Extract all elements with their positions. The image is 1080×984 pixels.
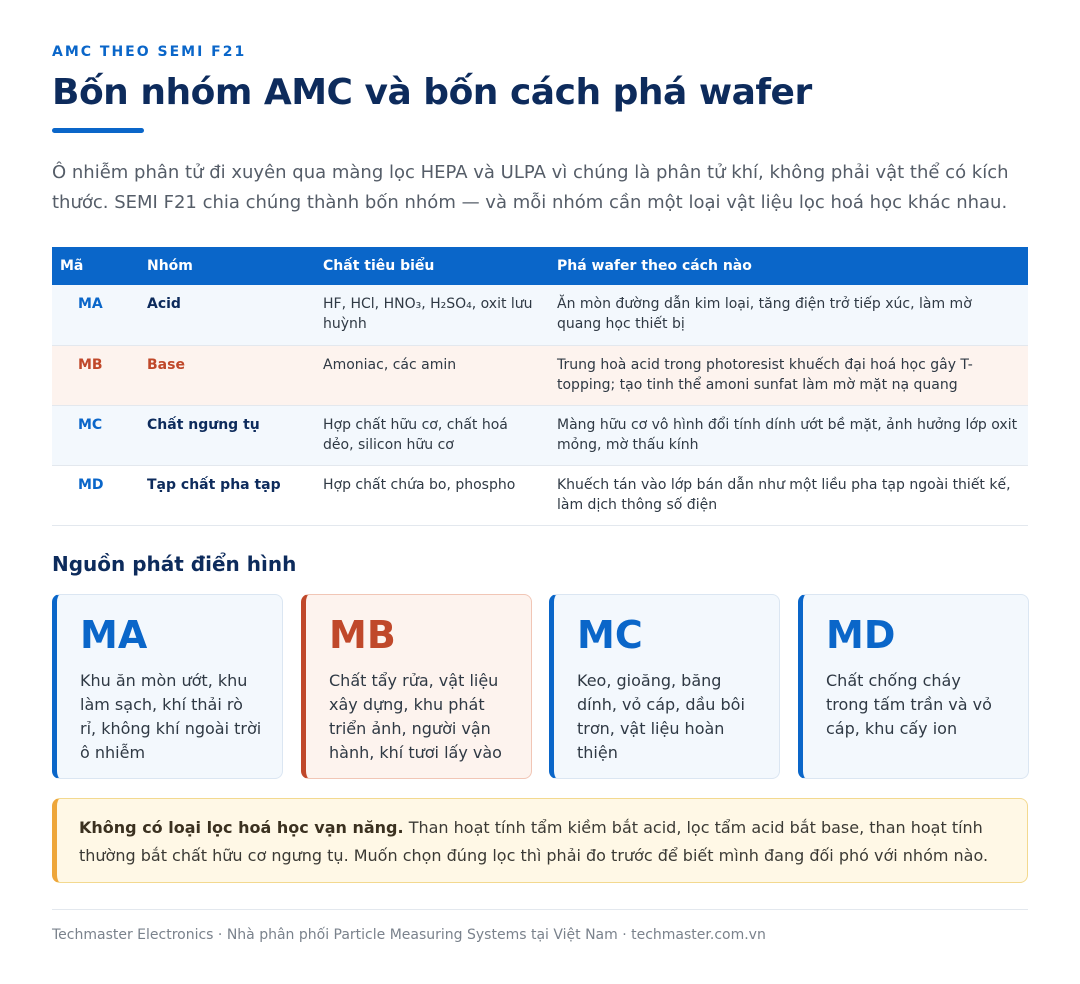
card-text: Chất chống cháy trong tấm trần và vỏ cáp… xyxy=(826,671,992,738)
amc-table: Mã Nhóm Chất tiêu biểu Phá wafer theo cá… xyxy=(52,247,1028,526)
cell-code: MD xyxy=(52,465,139,526)
section-title: Nguồn phát điển hình xyxy=(52,552,297,576)
cell-examples: HF, HCl, HNO₃, H₂SO₄, oxit lưu huỳnh xyxy=(315,285,549,346)
source-card: MC Keo, gioăng, băng dính, vỏ cáp, dầu bô… xyxy=(549,594,780,779)
divider xyxy=(52,909,1028,910)
column-header: Mã xyxy=(52,247,139,285)
footer: Techmaster Electronics · Nhà phân phối P… xyxy=(52,927,766,943)
table-row: MC Chất ngưng tụ Hợp chất hữu cơ, chất hoá… xyxy=(52,405,1028,466)
cell-examples: Hợp chất hữu cơ, chất hoá dẻo, silicon h… xyxy=(315,405,549,466)
header-row: Mã Nhóm Chất tiêu biểu Phá wafer theo cá… xyxy=(52,247,1028,285)
cell-examples: Hợp chất chứa bo, phospho xyxy=(315,465,549,526)
table-row: MB Base Amoniac, các amin Trung hoà acid tr… xyxy=(52,345,1028,406)
cell-impact: Màng hữu cơ vô hình đổi tính dính ướt bề… xyxy=(549,405,1028,466)
source-card: MA Khu ăn mòn ướt, khu làm sạch, khí thải… xyxy=(52,594,283,779)
note-lead: Không có loại lọc hoá học vạn năng. xyxy=(79,818,404,837)
table-body: MA Acid HF, HCl, HNO₃, H₂SO₄, oxit lưu huỳ… xyxy=(52,285,1028,526)
cell-examples: Amoniac, các amin xyxy=(315,345,549,406)
cell-group: Chất ngưng tụ xyxy=(139,405,315,466)
column-header: Nhóm xyxy=(139,247,315,285)
cell-impact: Ăn mòn đường dẫn kim loại, tăng điện trở… xyxy=(549,285,1028,346)
cell-impact: Khuếch tán vào lớp bán dẫn như một liều … xyxy=(549,465,1028,526)
title: Bốn nhóm AMC và bốn cách phá wafer xyxy=(52,72,812,113)
card-text: Keo, gioăng, băng dính, vỏ cáp, dầu bôi … xyxy=(577,671,745,762)
cell-code: MB xyxy=(52,345,139,406)
cell-code: MC xyxy=(52,405,139,466)
card-code: MD xyxy=(826,613,896,657)
title-underline xyxy=(52,128,144,133)
column-header: Phá wafer theo cách nào xyxy=(549,247,1028,285)
table-row: MA Acid HF, HCl, HNO₃, H₂SO₄, oxit lưu huỳ… xyxy=(52,285,1028,346)
column-header: Chất tiêu biểu xyxy=(315,247,549,285)
note-text: Than hoạt tính tẩm kiềm bắt acid, lọc tẩ… xyxy=(79,818,989,865)
intro: Ô nhiễm phân tử đi xuyên qua màng lọc HE… xyxy=(52,162,1009,213)
card-code: MB xyxy=(329,613,396,657)
source-card: MD Chất chống cháy trong tấm trần và vỏ c… xyxy=(798,594,1029,779)
cell-impact: Trung hoà acid trong photoresist khuếch … xyxy=(549,345,1028,406)
source-card: MB Chất tẩy rửa, vật liệu xây dựng, khu p… xyxy=(301,594,532,779)
cell-code: MA xyxy=(52,285,139,346)
cell-group: Tạp chất pha tạp xyxy=(139,465,315,526)
note: Không có loại lọc hoá học vạn năng. Than… xyxy=(52,798,1028,883)
card-text: Chất tẩy rửa, vật liệu xây dựng, khu phá… xyxy=(329,671,502,762)
eyebrow: AMC THEO SEMI F21 xyxy=(52,44,247,60)
card-code: MA xyxy=(80,613,148,657)
cell-group: Acid xyxy=(139,285,315,346)
card-code: MC xyxy=(577,613,643,657)
table-row: MD Tạp chất pha tạp Hợp chất chứa bo, phos… xyxy=(52,465,1028,526)
cell-group: Base xyxy=(139,345,315,406)
card-text: Khu ăn mòn ướt, khu làm sạch, khí thải r… xyxy=(80,671,262,762)
